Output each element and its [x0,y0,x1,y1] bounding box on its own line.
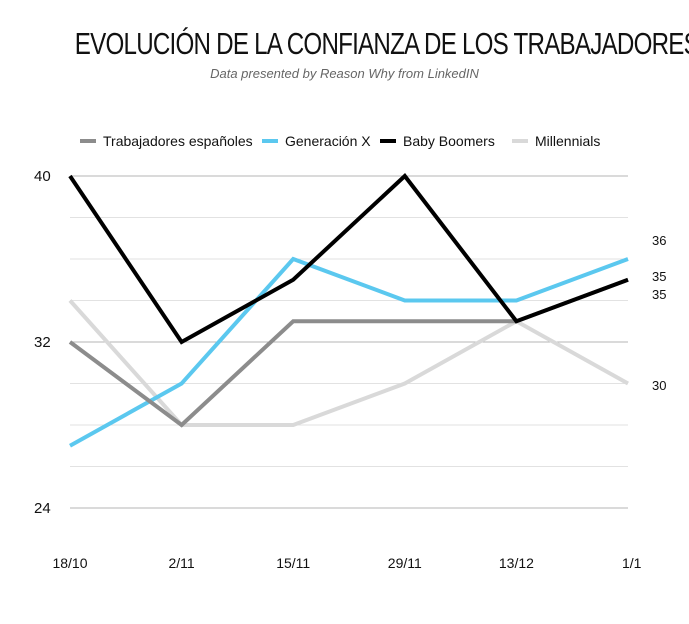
x-tick-label: 13/12 [499,555,534,571]
end-value-label: 36 [652,233,666,248]
end-labels: 35 36 35 30 [652,233,666,393]
x-tick-label: 2/11 [168,555,194,571]
x-tick-label: 1/1 [622,555,642,571]
end-value-label: 35 [652,287,666,302]
x-tick-label: 18/10 [52,555,87,571]
chart-subtitle: Data presented by Reason Why from Linked… [210,66,479,81]
y-tick-label: 40 [34,168,51,185]
series-line-millennials [68,299,629,427]
x-axis-ticks: 18/10 2/11 15/11 29/11 13/12 1/1 [52,555,641,571]
legend-label: Baby Boomers [403,133,495,149]
y-tick-label: 32 [34,334,51,351]
y-axis-ticks: 24 32 40 [34,168,51,517]
x-tick-label: 29/11 [388,555,422,571]
legend-label: Millennials [535,133,600,149]
legend-label: Generación X [285,133,371,149]
end-value-label: 35 [652,269,666,284]
series-line-generaci-n-x [69,256,629,448]
series-lines [68,173,629,448]
chart-title: EVOLUCIÓN DE LA CONFIANZA DE LOS TRABAJA… [74,26,689,61]
series-line-baby-boomers [68,173,629,345]
legend-label: Trabajadores españoles [103,133,253,149]
y-tick-label: 24 [34,500,51,517]
x-tick-label: 15/11 [276,555,310,571]
end-value-label: 30 [652,378,666,393]
gridlines [70,175,628,509]
legend: Trabajadores españoles Generación X Baby B… [80,133,600,149]
